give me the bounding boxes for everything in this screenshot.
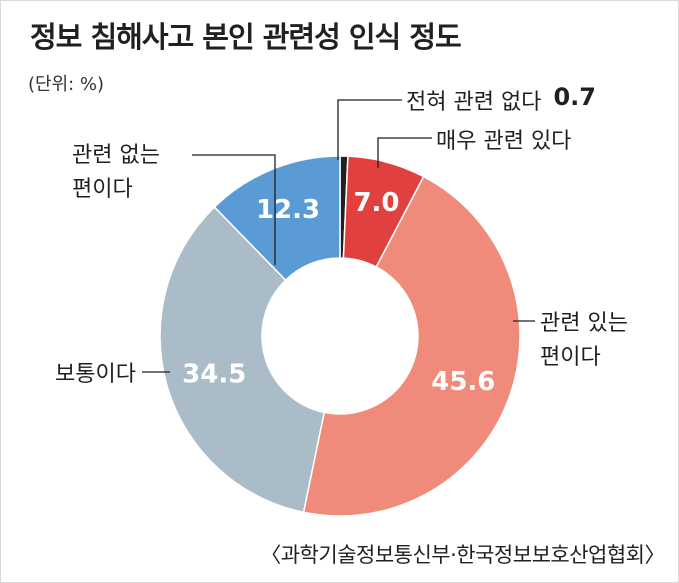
category-label-3: 보통이다 <box>55 362 136 387</box>
category-label-4-line-1: 편이다 <box>72 177 133 202</box>
value-label-0: 0.7 <box>553 83 596 111</box>
category-label-2-line-1: 편이다 <box>540 345 601 370</box>
slice-2 <box>302 175 521 517</box>
category-label-2-line-0: 관련 있는 <box>540 311 628 336</box>
value-label-4: 12.3 <box>256 195 320 225</box>
unit-label: (단위: %) <box>28 74 105 95</box>
value-label-3: 34.5 <box>182 360 246 390</box>
value-label-1: 7.0 <box>353 188 399 218</box>
slice-3 <box>159 205 326 514</box>
source-label: 〈과학기술정보통신부·한국정보보호산업협회〉 <box>260 543 665 567</box>
slices-group <box>159 155 521 517</box>
leader-line-0 <box>337 99 402 160</box>
leader-line-1 <box>377 137 432 168</box>
category-label-4-line-0: 관련 없는 <box>72 143 160 168</box>
leader-lines-group <box>142 99 535 373</box>
chart-title: 정보 침해사고 본인 관련성 인식 정도 <box>30 20 462 54</box>
category-label-0: 전혀 관련 없다 <box>406 90 541 115</box>
category-label-1: 매우 관련 있다 <box>436 129 571 154</box>
slice-4 <box>213 155 341 282</box>
leader-line-4 <box>192 154 276 265</box>
value-label-2: 45.6 <box>431 367 495 397</box>
